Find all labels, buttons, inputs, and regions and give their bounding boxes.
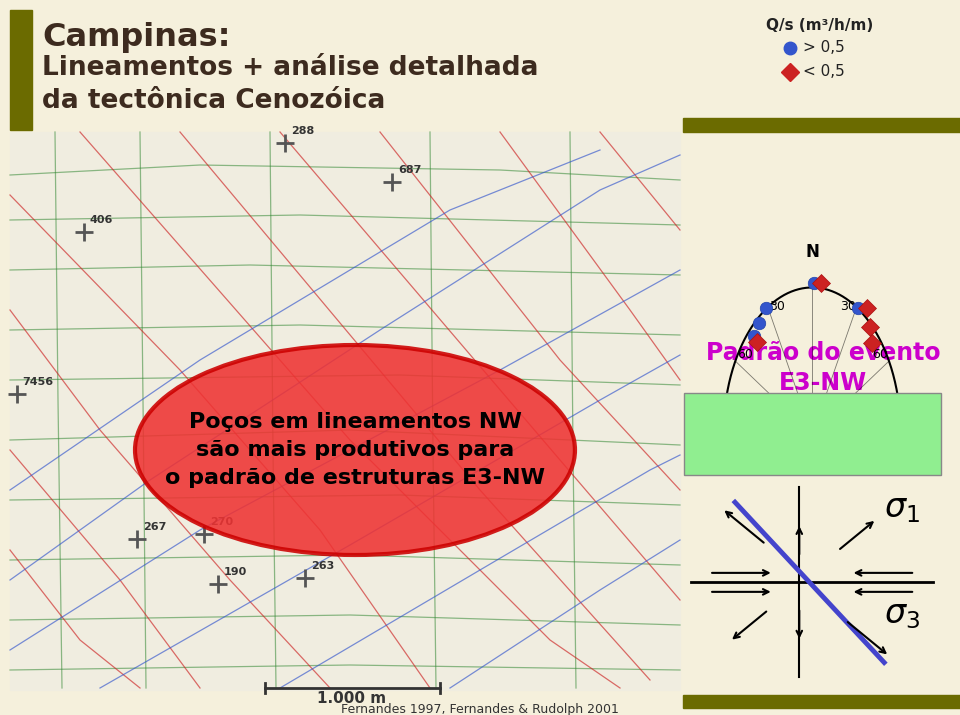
Text: 5.8%: 5.8% (746, 446, 772, 456)
Text: $\sigma_1$: $\sigma_1$ (884, 492, 920, 525)
Text: 190: 190 (224, 567, 247, 577)
Text: 60: 60 (872, 348, 888, 361)
Text: 5.8%: 5.8% (852, 446, 878, 456)
Text: $\sigma_3$: $\sigma_3$ (884, 598, 921, 631)
Text: < 0,5: < 0,5 (803, 64, 845, 79)
Text: 288: 288 (291, 126, 314, 136)
Text: N: N (805, 243, 819, 261)
Text: Fernandes 1997, Fernandes & Rudolph 2001: Fernandes 1997, Fernandes & Rudolph 2001 (341, 703, 619, 715)
Text: Poços em lineamentos NW
são mais produtivos para
o padrão de estruturas E3-NW: Poços em lineamentos NW são mais produti… (165, 412, 545, 488)
Text: 687: 687 (397, 165, 421, 175)
Bar (683, 695, 960, 708)
Text: 11.6%: 11.6% (689, 446, 722, 456)
Text: 30: 30 (769, 300, 784, 312)
Text: 406: 406 (89, 215, 113, 225)
Text: 7456: 7456 (23, 378, 54, 388)
Text: 60: 60 (736, 348, 753, 361)
Text: 0.0: 0.0 (804, 446, 821, 456)
Text: Q/s (m³/h/m): Q/s (m³/h/m) (766, 18, 874, 33)
Text: W: W (686, 433, 703, 448)
Text: 263: 263 (311, 561, 334, 571)
Text: E: E (924, 433, 933, 448)
Bar (683, 118, 960, 132)
Text: Lineamentos + análise detalhada: Lineamentos + análise detalhada (42, 55, 539, 81)
Text: da tectônica Cenozóica: da tectônica Cenozóica (42, 88, 385, 114)
Text: 30: 30 (840, 300, 855, 312)
Text: 1.000 m: 1.000 m (318, 691, 387, 706)
Text: Campinas:: Campinas: (42, 22, 230, 53)
Bar (10, 132, 680, 690)
Text: Padrão do evento
E3-NW: Padrão do evento E3-NW (706, 341, 940, 395)
Text: 11.6%: 11.6% (902, 446, 935, 456)
Bar (10, 10, 32, 130)
Text: 267: 267 (143, 523, 167, 533)
Text: > 0,5: > 0,5 (803, 41, 845, 56)
Text: 270: 270 (210, 517, 233, 527)
Ellipse shape (135, 345, 575, 555)
